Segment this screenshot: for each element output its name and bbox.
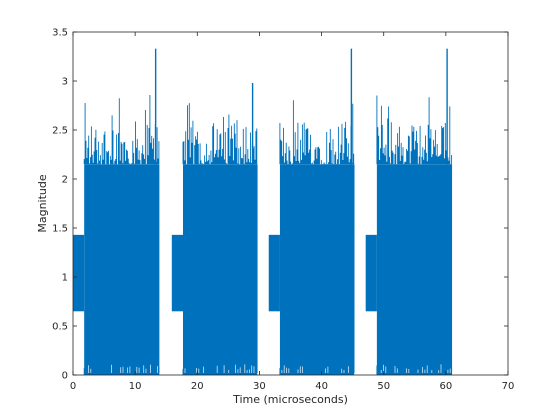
x-axis-label: Time (microseconds) [232, 393, 348, 406]
y-tick-label: 0.5 [52, 322, 68, 333]
signal-segment-1 [73, 48, 160, 375]
x-tick-label: 40 [315, 381, 328, 392]
preamble-block [171, 234, 183, 312]
axes-box [72, 31, 509, 376]
y-axis-label: Magnitude [36, 174, 49, 233]
signal-segment-3 [268, 48, 355, 375]
y-tick-label: 2 [62, 175, 68, 186]
y-tick-label: 1 [62, 273, 68, 284]
y-tick-label: 1.5 [52, 224, 68, 235]
burst-body [84, 164, 160, 374]
series-signal [73, 48, 453, 375]
burst-floor-dips [281, 365, 349, 373]
burst-peaks [279, 100, 355, 375]
y-tick-label: 0 [62, 371, 68, 382]
preamble-block [73, 234, 85, 312]
burst-floor-dips [184, 364, 255, 373]
y-tick-label: 3.5 [52, 28, 68, 39]
signal-segment-2 [171, 82, 258, 375]
burst-body [279, 164, 355, 374]
y-tick-label: 2.5 [52, 126, 68, 137]
burst-floor-dips [88, 364, 158, 373]
burst-body [182, 164, 258, 374]
burst-peaks [182, 103, 258, 375]
preamble-block [268, 234, 280, 312]
burst-peaks [376, 95, 453, 375]
x-tick-label: 70 [502, 381, 515, 392]
preamble-block [365, 234, 377, 312]
x-tick-label: 30 [253, 381, 266, 392]
x-tick-label: 10 [129, 381, 142, 392]
x-tick-label: 60 [439, 381, 452, 392]
x-tick-label: 50 [377, 381, 390, 392]
y-tick-label: 3 [62, 77, 68, 88]
x-tick-label: 0 [70, 381, 76, 392]
axes [72, 31, 509, 376]
ticks: 0 10 20 30 40 50 60 70 0 0.5 1 1.5 2 2.5 3 3.5 [52, 28, 514, 393]
burst-body [376, 164, 453, 374]
x-tick-label: 20 [191, 381, 204, 392]
signal-segment-4 [365, 48, 453, 375]
burst-floor-dips [380, 364, 451, 373]
